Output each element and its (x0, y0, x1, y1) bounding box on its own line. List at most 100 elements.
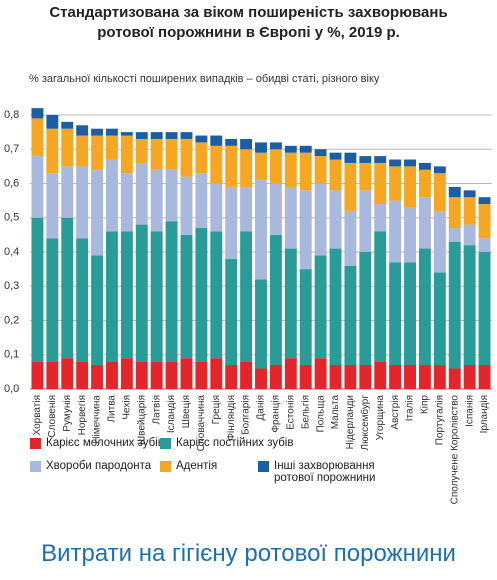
x-tick-label: Кіпр (420, 395, 431, 414)
bar-segment (61, 166, 74, 218)
bar-segment (359, 190, 372, 252)
x-tick-label: Угорщина (375, 395, 386, 441)
bar-segment (240, 231, 253, 362)
bar-segment (180, 138, 193, 177)
bar-segment (374, 162, 387, 205)
bar-segment (374, 231, 387, 362)
legend-item: Хвороби пародонта (30, 460, 151, 472)
bar-segment (150, 361, 163, 389)
bar-segment (359, 156, 372, 163)
bar-segment (269, 149, 282, 184)
bar-segment (76, 135, 89, 167)
chart: 0,0 0,1 0,2 0,3 0,4 0,5 0,6 0,7 0,8 Хорватія Слове… (4, 108, 492, 505)
x-tick-label: Швейцарія (136, 395, 147, 445)
bar-segment (210, 183, 223, 232)
legend-swatch (258, 461, 269, 472)
bar-segment (120, 358, 133, 389)
bar-segment (448, 241, 461, 369)
bar-segment (76, 238, 89, 362)
legend-item: Адентія (160, 460, 217, 472)
bar-segment (433, 166, 446, 174)
x-tick-label: Франція (271, 395, 282, 433)
x-tick-label: Німеччина (92, 395, 103, 444)
bar-segment (269, 142, 282, 150)
y-tick-label: 0,8 (4, 109, 19, 121)
chart-subtitle: % загальної кількості поширених випадків… (29, 73, 380, 85)
bar-segment (418, 162, 431, 170)
bar-segment (389, 159, 402, 167)
bar-segment (344, 162, 357, 211)
bar-segment (463, 365, 476, 389)
bar-segment (165, 138, 178, 170)
y-tick-label: 0,6 (4, 177, 19, 189)
bar-segment (255, 152, 267, 181)
bar-segment (269, 365, 282, 389)
bar-segment (299, 145, 312, 153)
bar-segment (76, 166, 89, 239)
bar-segment (299, 152, 312, 191)
bar-segment (389, 200, 402, 263)
bar-segment (433, 365, 446, 389)
bar-segment (225, 145, 238, 187)
bar-segment (404, 159, 416, 167)
bar-segment (284, 358, 297, 389)
bar-segment (344, 210, 357, 266)
bar-segment (31, 108, 44, 119)
bar-segment (225, 365, 238, 389)
legend-label: Інші захворювання ротової порожнини (274, 460, 376, 484)
bar-segment (374, 204, 387, 232)
x-tick-label: Словенія (47, 395, 58, 438)
x-tick-label: Швеція (181, 395, 192, 428)
bar-segment (433, 210, 446, 273)
bar-segment (314, 358, 327, 389)
bar-segment (314, 156, 327, 184)
bar-segment (195, 173, 208, 229)
footer-heading: Витрати на гігієну ротової порожнини (41, 540, 456, 567)
bar-segment (91, 128, 104, 136)
bar-segment (106, 135, 118, 160)
bar-segment (389, 262, 402, 366)
bar-segment (135, 224, 148, 362)
bar-segment (299, 269, 312, 366)
bar-segment (120, 132, 133, 136)
bar-segment (433, 272, 446, 366)
bar-segment (91, 169, 104, 256)
y-tick-label: 0,1 (4, 349, 19, 361)
bar-segment (418, 169, 431, 198)
bar-segment (61, 217, 74, 359)
bar-segment (61, 121, 74, 129)
x-tick-label: Сполучене Королівство (449, 395, 460, 505)
x-tick-label: Литва (107, 395, 118, 423)
bar-segment (180, 358, 193, 389)
x-tick-label: Румунія (62, 395, 73, 432)
chart-title: Стандартизована за віком поширеність зах… (49, 4, 448, 41)
bar-segment (374, 156, 387, 163)
bar-segment (225, 258, 238, 366)
bar-segment (404, 365, 416, 389)
bar-segment (135, 361, 148, 389)
bar-segment (165, 132, 178, 139)
x-tick-label: Хорватія (32, 395, 43, 435)
bar-segment (195, 228, 208, 362)
bar-segment (31, 118, 44, 157)
legend-label: Хвороби пародонта (46, 460, 152, 472)
x-tick-label: Австрія (390, 395, 401, 430)
legend-label: Карієс постійних зубів (176, 437, 294, 449)
bar-segment (31, 361, 44, 389)
bar-segment (359, 162, 372, 191)
bar-segment (359, 365, 372, 389)
bar-segment (329, 152, 342, 160)
y-tick-label: 0,4 (4, 246, 19, 258)
bar-segment (255, 142, 267, 153)
bar-segment (210, 231, 223, 359)
bar-segment (299, 190, 312, 270)
bar-segment (150, 132, 163, 139)
x-tick-label: Норвегія (77, 395, 88, 435)
bar-segment (299, 365, 312, 389)
x-tick-label: Бельгія (300, 395, 311, 429)
bar-segment (165, 221, 178, 362)
bar-segment (120, 135, 133, 174)
bar-segment (478, 252, 491, 366)
bar-segment (255, 180, 267, 280)
